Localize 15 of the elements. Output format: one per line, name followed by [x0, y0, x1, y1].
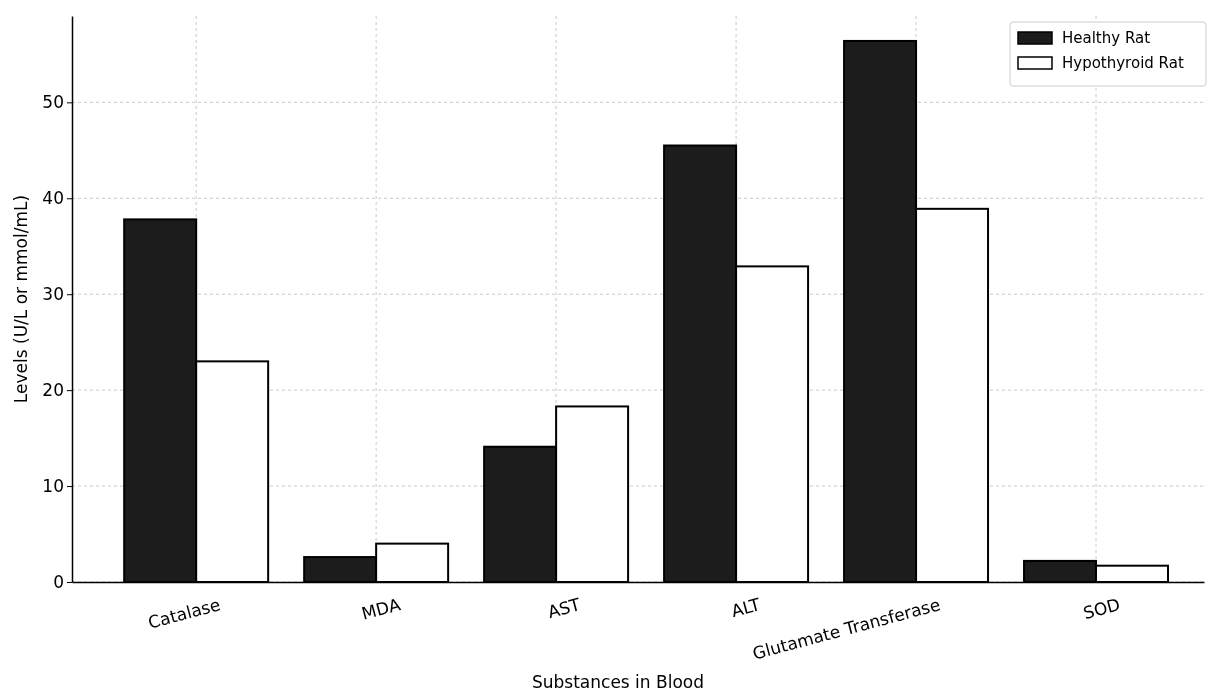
x-axis-title: Substances in Blood — [531, 672, 705, 692]
x-tick-label: Catalase — [145, 594, 223, 633]
x-tick-label: AST — [545, 594, 583, 623]
y-tick-label: 0 — [53, 571, 64, 592]
y-tick-label: 40 — [42, 188, 64, 209]
y-tick-label: 10 — [42, 476, 64, 497]
y-tick-label: 50 — [42, 92, 64, 113]
x-tick-label: SOD — [1081, 594, 1123, 624]
x-tick-label: ALT — [729, 594, 763, 622]
y-tick-label: 30 — [42, 284, 64, 305]
y-tick-label: 20 — [42, 380, 64, 401]
legend-label: Hypothyroid Rat — [1062, 54, 1184, 72]
legend-label: Healthy Rat — [1062, 29, 1151, 47]
x-tick-label: MDA — [359, 594, 403, 624]
y-axis-title: Levels (U/L or mmol/mL) — [11, 194, 31, 404]
